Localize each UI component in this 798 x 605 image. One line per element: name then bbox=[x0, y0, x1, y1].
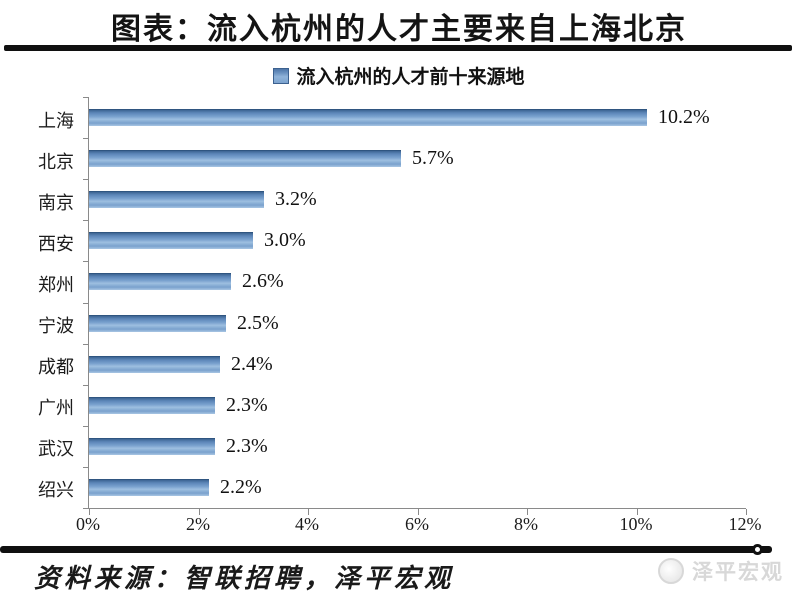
bar-南京 bbox=[89, 191, 264, 208]
plot-area: 10.2% 5.7% 3.2% 3.0% 2.6% 2.5% 2.4% 2.3% 2.3% 2.2… bbox=[83, 97, 747, 515]
y-axis-category-labels: 上海北京南京西安郑州宁波成都广州武汉绍兴 bbox=[8, 97, 80, 508]
x-axis-tick bbox=[418, 509, 419, 515]
bar-广州 bbox=[89, 397, 215, 414]
y-axis-tick bbox=[83, 426, 89, 427]
x-axis-tick bbox=[199, 509, 200, 515]
bar-西安 bbox=[89, 232, 253, 249]
bar-上海 bbox=[89, 109, 647, 126]
x-axis-tick-labels: 0% 2% 4% 6% 8% 10% 12% bbox=[0, 514, 798, 538]
x-tick-label: 12% bbox=[728, 514, 762, 534]
y-axis-tick bbox=[83, 220, 89, 221]
y-axis-tick bbox=[83, 467, 89, 468]
y-axis-tick bbox=[83, 303, 89, 304]
bar-郑州 bbox=[89, 273, 231, 290]
footer-divider-line bbox=[0, 546, 772, 553]
category-label: 上海 bbox=[38, 111, 74, 131]
watermark: 泽平宏观 bbox=[658, 556, 784, 586]
x-axis-tick bbox=[637, 509, 638, 515]
x-tick-label: 2% bbox=[186, 514, 210, 534]
category-label: 绍兴 bbox=[38, 480, 74, 500]
x-axis-tick bbox=[746, 509, 747, 515]
bar-绍兴 bbox=[89, 479, 209, 496]
x-tick-label: 6% bbox=[405, 514, 429, 534]
value-label: 2.5% bbox=[237, 312, 279, 334]
category-label: 广州 bbox=[38, 398, 74, 418]
y-axis-tick bbox=[83, 138, 89, 139]
y-axis-tick bbox=[83, 344, 89, 345]
small-circle-cap-icon bbox=[752, 544, 763, 555]
chart-legend: 流入杭州的人才前十来源地 bbox=[0, 62, 798, 89]
y-axis-tick bbox=[83, 261, 89, 262]
category-label: 西安 bbox=[38, 234, 74, 254]
page-title: 图表：流入杭州的人才主要来自上海北京 bbox=[111, 13, 687, 46]
category-label: 成都 bbox=[38, 357, 74, 377]
value-label: 3.0% bbox=[264, 229, 306, 251]
category-label: 南京 bbox=[38, 193, 74, 213]
y-axis-tick bbox=[83, 385, 89, 386]
category-label: 武汉 bbox=[38, 439, 74, 459]
bar-武汉 bbox=[89, 438, 215, 455]
value-label: 10.2% bbox=[658, 106, 710, 128]
bar-宁波 bbox=[89, 315, 226, 332]
x-axis-tick bbox=[308, 509, 309, 515]
value-label: 2.3% bbox=[226, 435, 268, 457]
legend-label: 流入杭州的人才前十来源地 bbox=[296, 67, 525, 88]
x-tick-label: 0% bbox=[76, 514, 100, 534]
watermark-label: 泽平宏观 bbox=[692, 560, 784, 584]
watermark-logo-icon bbox=[658, 558, 684, 584]
category-label: 郑州 bbox=[38, 275, 74, 295]
category-label: 北京 bbox=[38, 152, 74, 172]
x-axis-tick bbox=[89, 509, 90, 515]
value-label: 2.2% bbox=[220, 476, 262, 498]
legend-square-icon bbox=[273, 67, 290, 84]
category-label: 宁波 bbox=[38, 316, 74, 336]
bar-北京 bbox=[89, 150, 401, 167]
title-divider-line bbox=[4, 45, 792, 51]
x-axis-tick bbox=[527, 509, 528, 515]
y-axis-tick bbox=[83, 179, 89, 180]
value-label: 2.4% bbox=[231, 353, 273, 375]
y-axis-tick bbox=[83, 508, 89, 509]
x-tick-label: 10% bbox=[619, 514, 653, 534]
x-tick-label: 4% bbox=[295, 514, 319, 534]
value-label: 2.6% bbox=[242, 270, 284, 292]
data-source-note: 资料来源：智联招聘，泽平宏观 bbox=[34, 564, 455, 593]
y-axis-tick bbox=[83, 97, 89, 98]
value-label: 5.7% bbox=[412, 147, 454, 169]
value-label: 2.3% bbox=[226, 394, 268, 416]
bar-成都 bbox=[89, 356, 220, 373]
x-tick-label: 8% bbox=[514, 514, 538, 534]
value-label: 3.2% bbox=[275, 188, 317, 210]
